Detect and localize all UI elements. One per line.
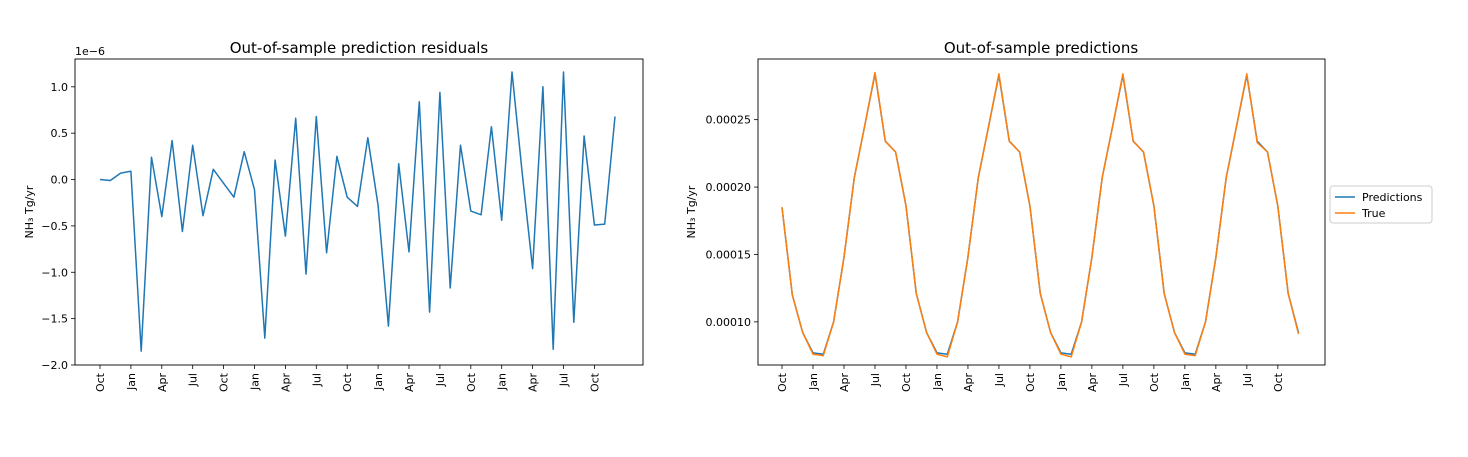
x-tick-label: Jul [1117,373,1130,387]
x-tick-label: Jan [807,373,820,391]
y-offset-label: 1e−6 [75,45,105,58]
y-tick-label: −2.0 [41,359,68,372]
x-tick-label: Oct [94,372,107,392]
x-tick-label: Apr [156,373,169,393]
y-tick-label: 1.0 [51,81,69,94]
x-tick-label: Jul [187,373,200,387]
x-tick-label: Jul [310,373,323,387]
x-tick-label: Oct [588,372,601,392]
x-tick-label: Jul [434,373,447,387]
x-tick-label: Apr [403,373,416,393]
y-tick-label: −1.5 [41,313,68,326]
chart-title: Out-of-sample predictions [944,39,1138,57]
x-tick-label: Apr [838,373,851,393]
y-tick-label: 0.00025 [706,114,752,127]
x-tick-label: Jan [372,373,385,391]
x-tick-label: Oct [341,372,354,392]
x-tick-label: Jul [558,373,571,387]
legend-box [1329,185,1433,224]
y-tick-label: 0.0 [51,174,69,187]
x-tick-label: Oct [1024,372,1037,392]
x-tick-label: Apr [1210,373,1223,393]
x-tick-label: Apr [1086,373,1099,393]
x-tick-label: Jan [249,373,262,391]
x-tick-label: Jul [1241,373,1254,387]
series-line-residuals [99,71,616,352]
plot-frame [74,58,644,366]
legend-entry: Predictions [1362,191,1423,204]
plot-frame [757,58,1326,366]
y-tick-label: 0.5 [51,127,69,140]
y-tick-label: 0.00010 [706,316,752,329]
y-axis-label: NH₃ Tg/yr [685,185,698,238]
y-tick-label: 0.00020 [706,181,752,194]
x-tick-label: Oct [900,372,913,392]
y-tick-label: −0.5 [41,220,68,233]
y-tick-label: −1.0 [41,266,68,279]
x-tick-label: Oct [1148,372,1161,392]
x-tick-label: Jan [931,373,944,391]
x-tick-label: Jul [869,373,882,387]
x-tick-label: Oct [776,372,789,392]
x-tick-label: Oct [465,372,478,392]
x-tick-label: Apr [279,373,292,393]
x-tick-label: Apr [962,373,975,393]
x-tick-label: Jan [496,373,509,391]
chart-title: Out-of-sample prediction residuals [230,39,489,57]
predictions-chart: Out-of-sample predictions NH₃ Tg/yr 0.0001… [685,39,1433,393]
x-tick-label: Oct [218,372,231,392]
y-tick-label: 0.00015 [706,248,752,261]
x-tick-label: Jul [993,373,1006,387]
x-tick-label: Jan [125,373,138,391]
x-tick-label: Jan [1179,373,1192,391]
series-line-true [781,71,1300,358]
x-tick-label: Oct [1272,372,1285,392]
y-axis-label: NH₃ Tg/yr [23,185,36,238]
residuals-chart: Out-of-sample prediction residuals NH₃ Tg… [23,39,644,393]
x-tick-label: Apr [527,373,540,393]
legend-entry: True [1361,207,1386,220]
x-tick-label: Jan [1055,373,1068,391]
